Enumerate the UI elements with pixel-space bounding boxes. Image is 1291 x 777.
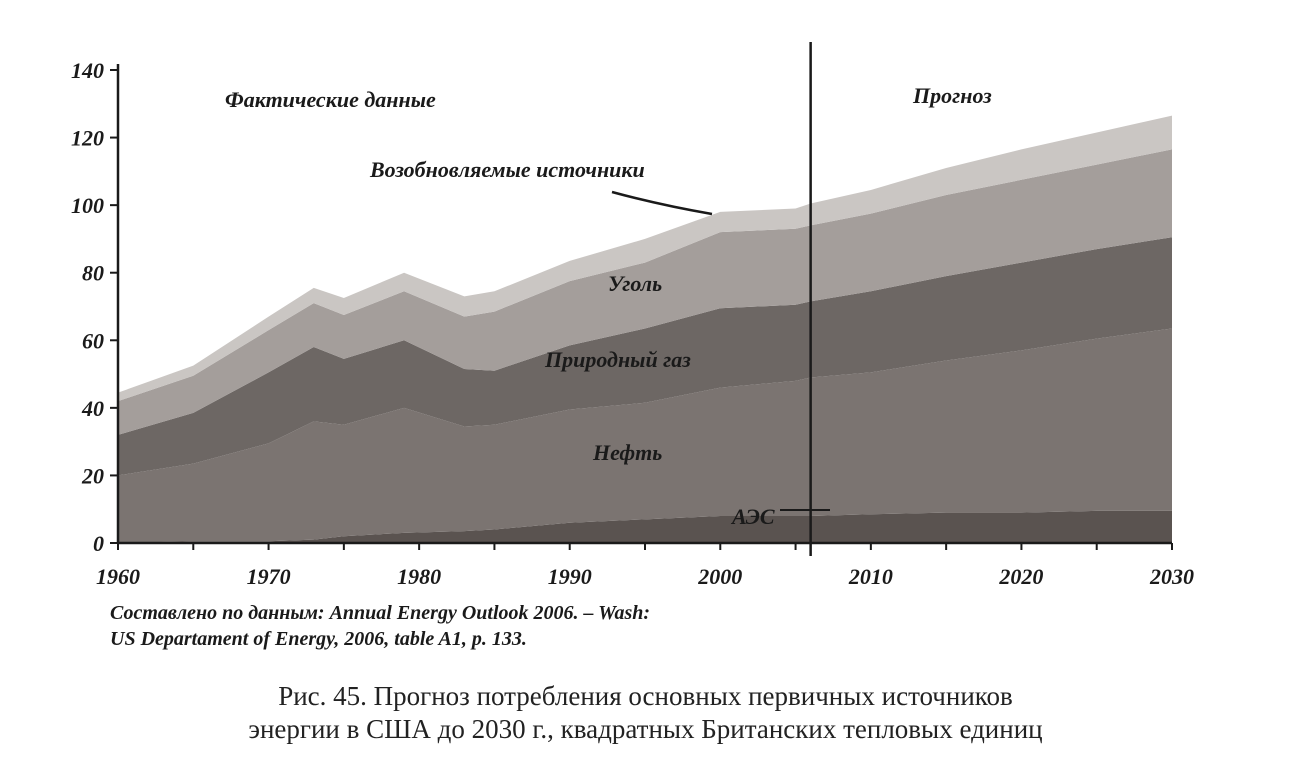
x-tick-label: 2010: [848, 564, 893, 589]
caption-line-1: Рис. 45. Прогноз потребления основных пе…: [278, 681, 1013, 711]
y-tick-label: 20: [81, 463, 104, 488]
source-line-1: Составлено по данным: Annual Energy Outl…: [110, 602, 651, 624]
series-label-oil: Нефть: [592, 440, 662, 465]
x-tick-label: 1990: [548, 564, 592, 589]
x-tick-label: 2020: [998, 564, 1043, 589]
x-tick-label: 2000: [697, 564, 742, 589]
stacked-areas: [118, 115, 1172, 543]
x-tick-label: 2030: [1149, 564, 1194, 589]
area-series-0: [118, 510, 1172, 543]
area-series-2: [118, 237, 1172, 476]
actual-data-label: Фактические данные: [225, 87, 436, 112]
energy-area-chart: 0 20 40 60 80 100 120 140 1960 1970 1980 1990 2000 2…: [71, 42, 1194, 589]
series-label-nuclear: АЭС: [730, 504, 775, 529]
series-label-gas: Природный газ: [544, 347, 691, 372]
x-tick-label: 1970: [247, 564, 291, 589]
y-tick-label: 140: [71, 58, 104, 83]
area-series-4: [118, 115, 1172, 402]
x-tick-label: 1960: [96, 564, 140, 589]
y-tick-label: 60: [82, 328, 104, 353]
x-ticks: 1960 1970 1980 1990 2000 2010 2020 2030: [96, 543, 1194, 589]
y-tick-label: 80: [82, 261, 104, 286]
series-label-coal: Уголь: [608, 271, 662, 296]
source-note: Составлено по данным: Annual Energy Outl…: [110, 600, 1010, 652]
y-tick-label: 100: [71, 193, 104, 218]
area-series-1: [118, 328, 1172, 543]
y-ticks: 0 20 40 60 80 100 120 140: [71, 58, 118, 556]
renewables-pointer: [611, 190, 713, 216]
series-label-renewables: Возобновляемые источники: [369, 157, 645, 182]
y-tick-label: 40: [81, 396, 104, 421]
area-series-3: [118, 149, 1172, 435]
x-tick-label: 1980: [397, 564, 441, 589]
y-tick-label: 120: [71, 126, 104, 151]
caption-line-2: энергии в США до 2030 г., квадратных Бри…: [248, 714, 1043, 744]
y-tick-label: 0: [93, 531, 104, 556]
annotations: Фактические данные Прогноз Возобновляемы…: [225, 83, 992, 529]
forecast-label: Прогноз: [912, 83, 992, 108]
source-line-2: US Departament of Energy, 2006, table A1…: [110, 628, 527, 650]
figure-caption: Рис. 45. Прогноз потребления основных пе…: [0, 680, 1291, 746]
